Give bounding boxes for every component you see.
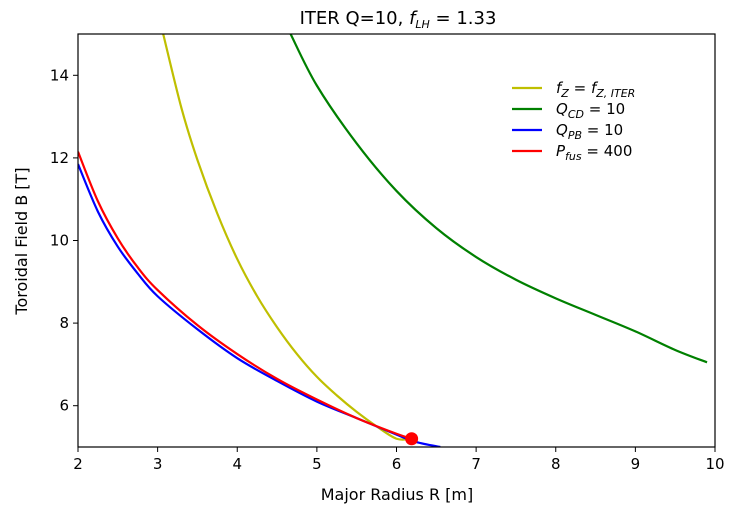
x-tick-label: 10 bbox=[705, 455, 724, 473]
x-tick-label: 5 bbox=[312, 455, 322, 473]
series-line-3 bbox=[78, 163, 441, 447]
legend-label: Pfus = 400 bbox=[556, 142, 632, 163]
series-line-4 bbox=[78, 151, 412, 440]
y-tick-label: 14 bbox=[50, 66, 69, 84]
optimum-point-marker bbox=[405, 432, 419, 446]
series-line-2 bbox=[289, 34, 708, 364]
x-tick-label: 4 bbox=[232, 455, 242, 473]
legend-label: fZ = fZ, ITER bbox=[556, 79, 635, 100]
x-tick-label: 6 bbox=[392, 455, 402, 473]
y-tick-label: 12 bbox=[50, 149, 69, 167]
legend-label: QCD = 10 bbox=[556, 100, 625, 121]
axis-ticks: 2 3 4 5 6 7 8 9 10 6 8 10 12 14 bbox=[50, 66, 725, 473]
legend-label: QPB = 10 bbox=[556, 121, 623, 142]
y-tick-label: 6 bbox=[59, 397, 69, 415]
marker-layer bbox=[405, 432, 419, 446]
series-line-1 bbox=[162, 34, 412, 441]
x-tick-label: 8 bbox=[551, 455, 561, 473]
series-lines bbox=[78, 34, 708, 447]
x-axis-label: Major Radius R [m] bbox=[321, 485, 474, 504]
y-tick-label: 10 bbox=[50, 232, 69, 250]
chart-title: ITER Q=10, fLH = 1.33 bbox=[300, 8, 497, 31]
y-axis-label: Toroidal Field B [T] bbox=[12, 167, 31, 315]
x-tick-label: 7 bbox=[471, 455, 481, 473]
y-tick-label: 8 bbox=[59, 314, 69, 332]
x-tick-label: 3 bbox=[153, 455, 163, 473]
x-tick-label: 2 bbox=[73, 455, 83, 473]
x-tick-label: 9 bbox=[631, 455, 641, 473]
